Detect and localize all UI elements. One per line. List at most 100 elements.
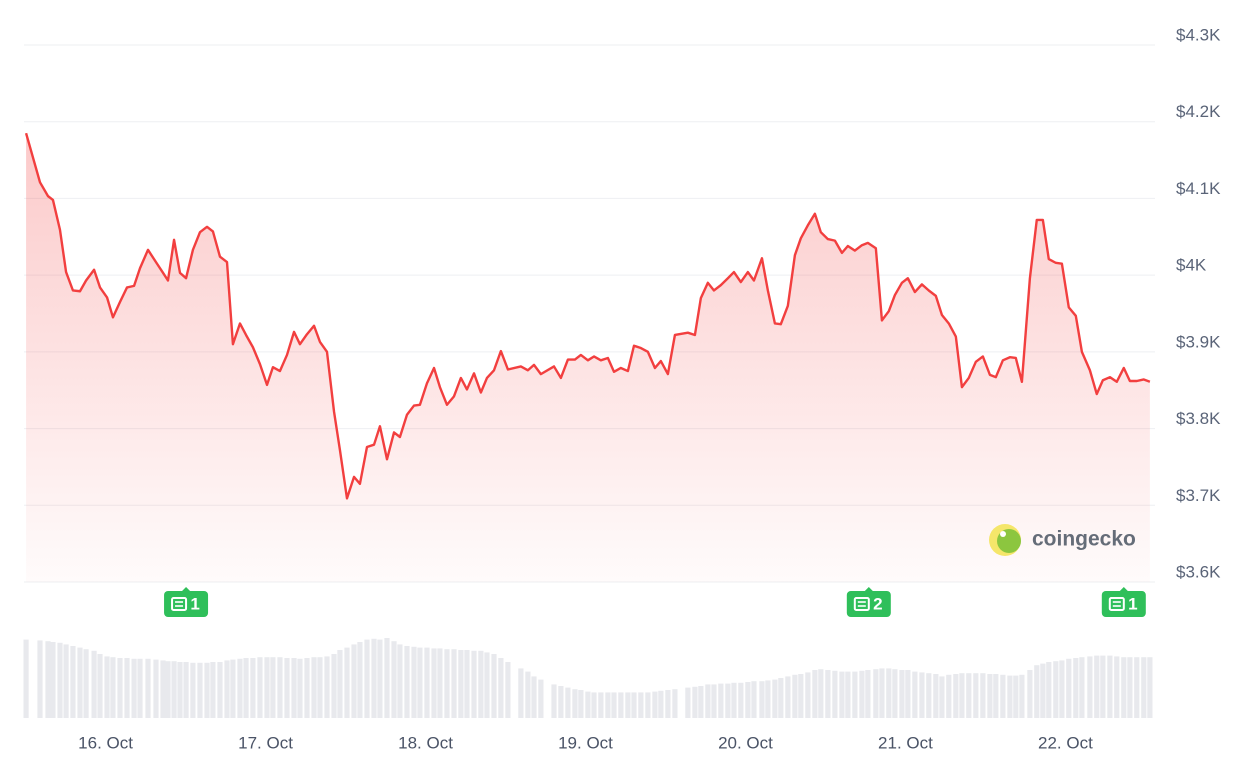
volume-bar <box>933 674 939 718</box>
volume-bar <box>565 687 571 718</box>
news-notch <box>182 587 191 591</box>
volume-bar <box>304 658 310 718</box>
volume-bar <box>117 658 123 718</box>
volume-bar <box>371 638 377 718</box>
volume-bar <box>812 670 818 718</box>
volume-bar <box>818 669 824 718</box>
volume-bar <box>873 669 879 718</box>
volume-bar <box>1019 674 1025 718</box>
y-tick-label: $4.1K <box>1176 179 1221 198</box>
volume-bar <box>70 646 76 718</box>
volume-bar <box>625 692 631 718</box>
watermark: coingecko <box>989 524 1136 556</box>
y-tick-label: $3.7K <box>1176 486 1221 505</box>
volume-bar <box>471 650 477 718</box>
volume-bar <box>631 692 637 718</box>
volume-bar <box>337 650 343 718</box>
volume-bar <box>1007 675 1013 718</box>
volume-bar <box>210 662 216 718</box>
volume-bar <box>1079 657 1085 718</box>
area <box>26 133 1150 582</box>
volume-bar <box>825 670 831 718</box>
y-tick-label: $3.6K <box>1176 562 1221 581</box>
volume-bar <box>1121 657 1127 718</box>
volume-bar <box>953 674 959 718</box>
volume-bar <box>1034 665 1040 718</box>
volume-bar <box>738 682 744 718</box>
news-marker[interactable]: 1 <box>1101 587 1146 617</box>
volume-bar <box>224 660 230 718</box>
volume-bar <box>444 649 450 718</box>
volume-bar <box>1107 655 1113 718</box>
volume-bar <box>645 692 651 718</box>
volume-bar <box>464 650 470 718</box>
volume-bar <box>250 658 256 718</box>
volume-bar <box>518 668 524 718</box>
volume-bar <box>1013 675 1019 718</box>
volume-bar <box>912 671 918 718</box>
volume-bar <box>772 679 778 718</box>
volume-bar <box>859 670 865 718</box>
x-tick-label: 19. Oct <box>558 733 613 752</box>
volume-bar <box>197 662 203 718</box>
volume-bar <box>484 652 490 718</box>
volume-bar <box>993 674 999 718</box>
plot <box>23 44 1155 718</box>
news-marker[interactable]: 1 <box>164 587 209 617</box>
volume-bar <box>905 670 911 718</box>
volume-bar <box>110 657 116 718</box>
x-tick-label: 16. Oct <box>78 733 133 752</box>
volume-bar <box>759 681 765 718</box>
volume-bar <box>698 686 704 718</box>
volume-bar <box>264 657 270 718</box>
volume-bar <box>160 660 166 718</box>
volume-bar <box>1127 657 1133 718</box>
volume-bar <box>946 674 952 718</box>
volume-bar <box>551 684 557 718</box>
volume-bar <box>391 641 397 718</box>
volume-bar <box>865 670 871 718</box>
news-count: 2 <box>873 594 882 613</box>
volume-bar <box>886 668 892 718</box>
news-icon <box>853 597 870 611</box>
volume-bar <box>618 692 624 718</box>
volume-bar <box>638 692 644 718</box>
volume-bar <box>711 684 717 718</box>
volume-bar <box>145 658 151 718</box>
volume-bar <box>692 686 698 718</box>
volume-bar <box>845 671 851 718</box>
volume-bar <box>97 654 103 718</box>
volume-bar <box>585 691 591 718</box>
volume-bar <box>384 638 390 718</box>
news-marker[interactable]: 2 <box>846 587 891 617</box>
volume-bar <box>451 649 457 718</box>
volume-bar <box>57 642 63 718</box>
volume-bar <box>1027 670 1033 718</box>
y-tick-label: $3.8K <box>1176 409 1221 428</box>
volume-bar <box>277 657 283 718</box>
volume-bar <box>291 658 297 718</box>
volume-bar <box>417 647 423 718</box>
volume-bar <box>270 657 276 718</box>
volume-bar <box>1087 656 1093 718</box>
volume-bar <box>792 674 798 718</box>
volume-bar <box>558 686 564 718</box>
volume-bar <box>926 673 932 718</box>
volume-bar <box>351 644 357 718</box>
volume-bar <box>1114 656 1120 718</box>
volume-bar <box>591 692 597 718</box>
volume-bar <box>598 692 604 718</box>
volume-bar <box>919 672 925 718</box>
x-tick-label: 17. Oct <box>238 733 293 752</box>
volume-bar <box>966 673 972 718</box>
volume-bar <box>578 690 584 718</box>
volume-bar <box>124 658 130 718</box>
news-notch <box>1119 587 1128 591</box>
volume-bar <box>153 659 159 718</box>
volume-bar <box>297 658 303 718</box>
volume-bar <box>63 644 69 718</box>
volume-bar <box>1000 674 1006 718</box>
volume-bar <box>805 672 811 718</box>
volume-bar <box>658 690 664 718</box>
volume-bar <box>91 650 97 718</box>
